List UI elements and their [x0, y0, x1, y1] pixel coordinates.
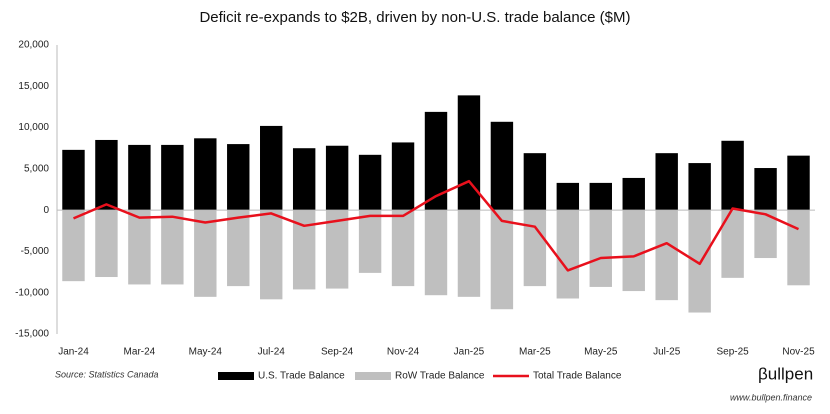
bar [622, 177, 645, 211]
bar [523, 153, 547, 211]
x-tick-label: Jul-25 [653, 347, 681, 358]
x-tick-label: Jul-24 [258, 347, 286, 358]
bar [589, 210, 612, 287]
bar [292, 210, 316, 290]
bar [95, 139, 118, 211]
bar [194, 138, 217, 211]
bar [391, 142, 415, 211]
bar [490, 121, 514, 211]
bar [391, 210, 415, 287]
bar [622, 210, 645, 292]
chart-title: Deficit re-expands to $2B, driven by non… [199, 9, 630, 26]
legend-swatch [355, 372, 391, 380]
bar [424, 210, 448, 296]
bar [754, 168, 777, 211]
y-tick-label: 20,000 [18, 40, 49, 51]
x-tick-label: Jan-24 [58, 347, 89, 358]
x-tick-label: Sep-24 [321, 347, 354, 358]
x-tick-label: May-24 [189, 347, 223, 358]
bar [556, 210, 580, 299]
bar [161, 144, 184, 211]
bar [325, 210, 349, 289]
x-tick-label: Sep-25 [716, 347, 749, 358]
bar [358, 154, 382, 211]
y-tick-label: 0 [43, 205, 49, 216]
bar [721, 210, 744, 278]
line [73, 179, 800, 272]
legend-swatch [218, 372, 254, 380]
y-tick-label: -10,000 [15, 287, 49, 298]
x-tick-label: Nov-25 [782, 347, 815, 358]
bar [787, 210, 810, 286]
x-tick-label: May-25 [584, 347, 618, 358]
bar [62, 210, 85, 282]
bar [194, 210, 217, 297]
x-tick-label: Nov-24 [387, 347, 420, 358]
bar [227, 144, 250, 211]
y-tick-label: 10,000 [18, 122, 49, 133]
bar [424, 111, 448, 211]
bar [260, 210, 283, 300]
website: www.bullpen.finance [730, 392, 812, 402]
bar [95, 210, 118, 278]
bar [260, 125, 283, 211]
y-tick-label: 5,000 [24, 163, 49, 174]
bar [128, 144, 151, 211]
bar [457, 210, 481, 297]
bar [556, 182, 580, 211]
bar [227, 210, 250, 287]
legend-label: U.S. Trade Balance [258, 371, 345, 382]
source: Source: Statistics Canada [55, 369, 159, 379]
bar [655, 210, 678, 301]
bar [292, 148, 316, 211]
bar [128, 210, 151, 285]
bar [161, 210, 184, 285]
x-tick-label: Mar-24 [124, 347, 156, 358]
bar [787, 155, 810, 211]
y-tick-label: 15,000 [18, 81, 49, 92]
bar [325, 145, 349, 211]
legend-label: Total Trade Balance [533, 371, 622, 382]
y-tick-label: -15,000 [15, 329, 49, 340]
bar [358, 210, 382, 273]
x-tick-label: Jan-25 [454, 347, 485, 358]
bar [655, 153, 678, 211]
bar [62, 149, 85, 211]
bar [490, 210, 514, 310]
brand: βullpen [758, 364, 813, 383]
bar [688, 163, 711, 211]
y-tick-label: -5,000 [21, 246, 50, 257]
bar [523, 210, 547, 287]
bar [688, 210, 711, 313]
bar [754, 210, 777, 259]
bar [589, 182, 612, 211]
legend-label: RoW Trade Balance [395, 371, 485, 382]
x-tick-label: Mar-25 [519, 347, 551, 358]
bar [457, 95, 481, 211]
bar [721, 140, 744, 211]
